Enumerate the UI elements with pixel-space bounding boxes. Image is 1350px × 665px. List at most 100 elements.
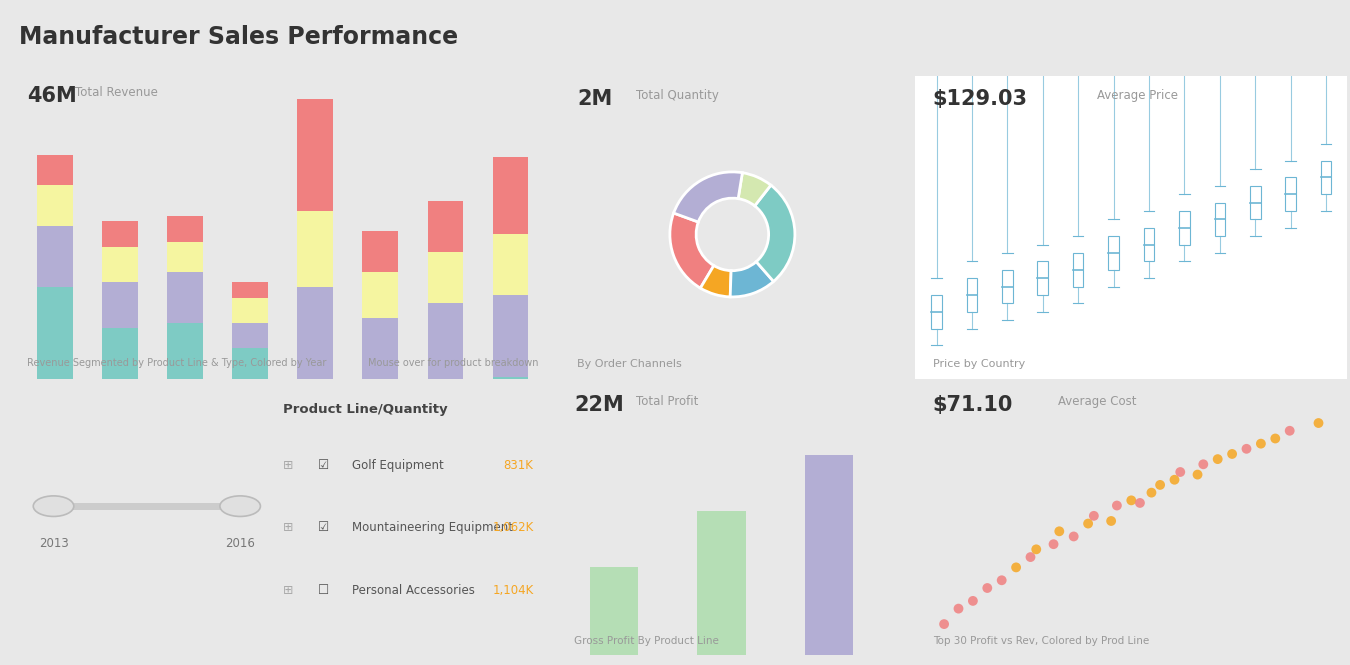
Text: $129.03: $129.03 <box>933 88 1027 108</box>
Wedge shape <box>701 265 732 297</box>
Wedge shape <box>674 172 742 222</box>
Point <box>1129 497 1150 508</box>
Text: Product Line/Quantity: Product Line/Quantity <box>284 403 447 416</box>
Bar <box>38 226 73 287</box>
Text: 2013: 2013 <box>39 537 69 550</box>
Bar <box>232 323 269 348</box>
Bar <box>232 297 269 323</box>
Bar <box>103 247 138 282</box>
Text: 2M: 2M <box>578 88 613 108</box>
Text: Average Price: Average Price <box>1096 88 1177 102</box>
Text: 1,104K: 1,104K <box>493 584 533 597</box>
Point <box>1141 487 1162 498</box>
Point <box>1235 444 1257 454</box>
Text: 831K: 831K <box>504 459 533 472</box>
Wedge shape <box>755 185 795 281</box>
Wedge shape <box>738 173 771 206</box>
Text: Gross Profit By Product Line: Gross Profit By Product Line <box>574 636 720 646</box>
Point <box>1187 469 1208 480</box>
Text: ⊞: ⊞ <box>284 459 293 472</box>
Point <box>1278 426 1300 436</box>
Text: Top 30 Profit vs Rev, Colored by Prod Line: Top 30 Profit vs Rev, Colored by Prod Li… <box>933 636 1149 646</box>
Point <box>1019 552 1041 563</box>
Bar <box>103 221 138 247</box>
Point <box>1169 467 1191 477</box>
Bar <box>493 295 528 376</box>
Bar <box>1108 236 1119 270</box>
Point <box>1265 433 1287 444</box>
Text: Golf Equipment: Golf Equipment <box>352 459 444 472</box>
Bar <box>103 328 138 379</box>
Bar <box>1073 253 1084 287</box>
Point <box>1006 562 1027 573</box>
Bar <box>428 252 463 303</box>
Point <box>963 596 984 606</box>
Bar <box>493 158 528 234</box>
Bar <box>38 155 73 186</box>
Text: Personal Accessories: Personal Accessories <box>352 584 475 597</box>
Bar <box>167 272 202 323</box>
Point <box>1106 500 1127 511</box>
Bar <box>1179 211 1189 245</box>
Text: By Order Channels: By Order Channels <box>578 359 682 369</box>
Text: Price by Country: Price by Country <box>933 359 1025 369</box>
Point <box>1308 418 1330 428</box>
Bar <box>493 234 528 295</box>
Bar <box>1143 227 1154 261</box>
Bar <box>493 376 528 379</box>
Bar <box>363 318 398 379</box>
Text: 2016: 2016 <box>225 537 255 550</box>
Bar <box>805 455 853 655</box>
Point <box>1250 438 1272 449</box>
Point <box>1164 474 1185 485</box>
Text: Total Quantity: Total Quantity <box>636 88 718 102</box>
Point <box>991 575 1012 586</box>
Bar <box>1002 270 1012 303</box>
Point <box>1100 515 1122 526</box>
Bar <box>38 287 73 379</box>
Bar <box>297 99 333 211</box>
Bar <box>297 211 333 287</box>
Bar <box>167 241 202 272</box>
Circle shape <box>34 496 74 517</box>
Bar <box>167 216 202 241</box>
Bar <box>1215 203 1226 236</box>
Point <box>1062 531 1084 542</box>
Point <box>1207 454 1228 464</box>
Point <box>1042 539 1064 549</box>
Bar <box>698 511 745 655</box>
Text: 22M: 22M <box>574 395 624 415</box>
Bar <box>232 282 269 297</box>
Bar <box>167 323 202 379</box>
Bar <box>297 287 333 379</box>
Wedge shape <box>670 213 714 288</box>
Text: ☑: ☑ <box>317 521 329 534</box>
Text: 46M: 46M <box>27 86 77 106</box>
Point <box>976 583 998 593</box>
Text: Manufacturer Sales Performance: Manufacturer Sales Performance <box>19 25 458 49</box>
Bar <box>363 272 398 318</box>
Text: Average Cost: Average Cost <box>1058 395 1137 408</box>
Bar <box>103 282 138 328</box>
Point <box>1049 526 1071 537</box>
Point <box>1192 459 1214 469</box>
Bar <box>1250 186 1261 219</box>
Text: ⊞: ⊞ <box>284 584 293 597</box>
Bar <box>363 231 398 272</box>
Bar <box>232 348 269 379</box>
Text: Revenue Segmented by Product Line & Type, Colored by Year: Revenue Segmented by Product Line & Type… <box>27 358 327 368</box>
Text: Total Profit: Total Profit <box>636 395 698 408</box>
Point <box>1026 544 1048 555</box>
Text: 1,062K: 1,062K <box>493 521 533 534</box>
Point <box>933 618 954 629</box>
Bar <box>1285 178 1296 211</box>
Text: Mouse over for product breakdown: Mouse over for product breakdown <box>369 358 539 368</box>
Text: $71.10: $71.10 <box>933 395 1012 415</box>
Text: ⊞: ⊞ <box>284 521 293 534</box>
Text: ☑: ☑ <box>317 459 329 472</box>
Text: ☐: ☐ <box>317 584 329 597</box>
Bar <box>967 278 977 312</box>
Point <box>1222 449 1243 460</box>
Point <box>1149 479 1170 490</box>
Bar <box>1320 160 1331 194</box>
